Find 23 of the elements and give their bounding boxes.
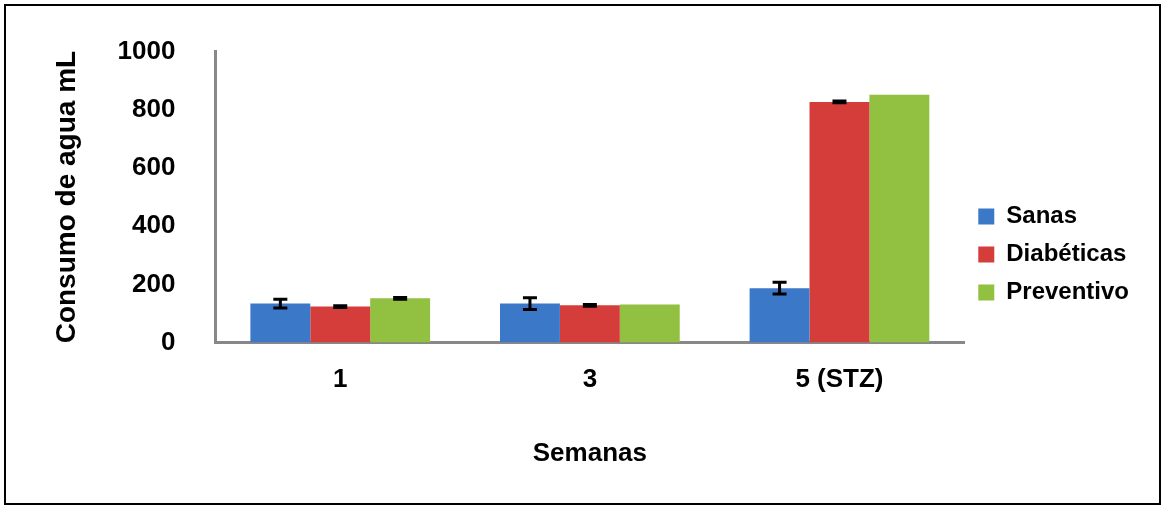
y-tick-label: 0 bbox=[160, 325, 176, 356]
y-tick-label: 400 bbox=[132, 209, 176, 240]
legend-label: Sanas bbox=[1006, 201, 1077, 229]
x-tick-label: 3 bbox=[582, 363, 598, 394]
bar bbox=[250, 303, 311, 343]
y-tick-label: 600 bbox=[132, 151, 176, 182]
bar bbox=[619, 304, 680, 343]
legend-label: Preventivo bbox=[1006, 277, 1129, 305]
x-tick-label: 5 (STZ) bbox=[795, 363, 884, 394]
bar bbox=[310, 306, 371, 343]
bar bbox=[749, 288, 810, 343]
bar bbox=[500, 303, 560, 343]
bar bbox=[370, 298, 431, 343]
bar bbox=[809, 101, 870, 343]
x-axis-title: Semanas bbox=[532, 436, 647, 467]
bar bbox=[869, 94, 930, 343]
y-axis-title: Consumo de agua mL bbox=[49, 50, 81, 344]
y-tick-label: 800 bbox=[132, 92, 176, 123]
y-tick-label: 1000 bbox=[117, 34, 176, 65]
y-tick-label: 200 bbox=[132, 267, 176, 298]
legend-label: Diabéticas bbox=[1006, 239, 1127, 267]
bar bbox=[559, 305, 620, 343]
x-tick-label: 1 bbox=[333, 363, 348, 394]
